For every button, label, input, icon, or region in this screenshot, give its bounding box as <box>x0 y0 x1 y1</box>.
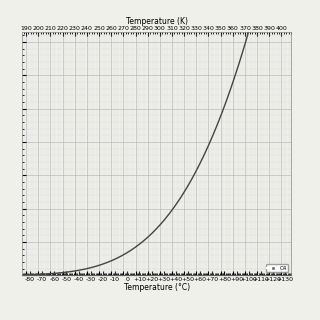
Legend: C4: C4 <box>266 264 288 272</box>
Text: iC: iC <box>0 319 1 320</box>
X-axis label: Temperature (K): Temperature (K) <box>126 17 188 26</box>
